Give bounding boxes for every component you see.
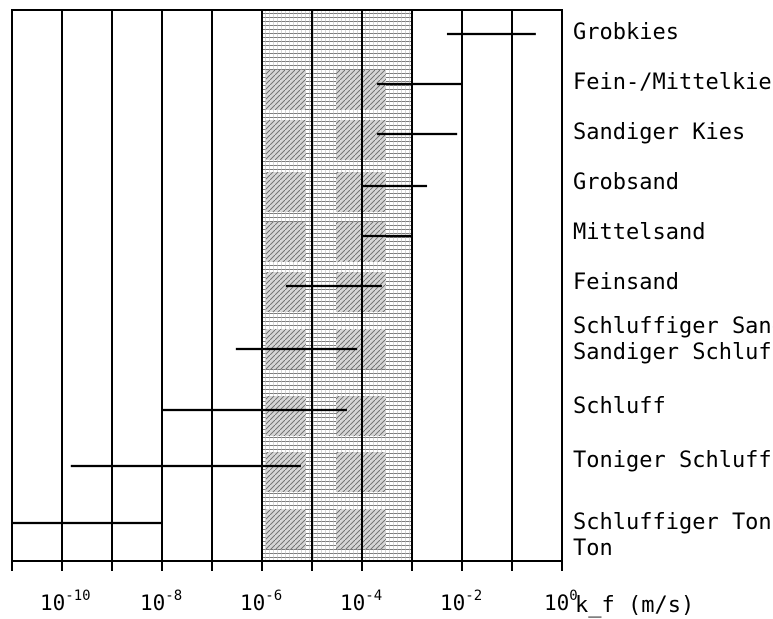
category-label: Schluffiger Ton, Ton: [573, 510, 773, 561]
range-layer: [12, 32, 536, 525]
category-label: Toniger Schluff: [573, 448, 772, 473]
category-label: Feinsand: [573, 270, 679, 295]
category-label: Fein-/Mittelkies: [573, 70, 773, 95]
category-label: Schluff: [573, 394, 666, 419]
category-label: Grobkies: [573, 20, 679, 45]
tick-label: 10-2: [440, 588, 482, 615]
band-block: [266, 509, 306, 549]
grid-layer: [11, 9, 563, 571]
band-block: [266, 272, 306, 312]
tick-label: 100: [544, 588, 578, 615]
x-axis-label: k_f (m/s): [575, 593, 694, 618]
band-block: [266, 70, 306, 110]
tick-layer: 10-10 10-8 10-6 10-4 10-2 100: [40, 588, 578, 615]
tick-label: 10-6: [240, 588, 282, 615]
category-label: Schluffiger Sand, Sandiger Schluff: [573, 314, 773, 365]
category-label: Sandiger Kies: [573, 120, 746, 145]
band-block: [266, 120, 306, 160]
band-block: [266, 396, 306, 436]
tick-label: 10-8: [140, 588, 182, 615]
band-block: [266, 172, 306, 212]
tick-label: 10-4: [340, 588, 382, 615]
category-label: Grobsand: [573, 170, 679, 195]
band-block: [266, 222, 306, 262]
band-block: [266, 452, 306, 492]
tick-label: 10-10: [40, 588, 91, 615]
category-label: Mittelsand: [573, 220, 706, 245]
